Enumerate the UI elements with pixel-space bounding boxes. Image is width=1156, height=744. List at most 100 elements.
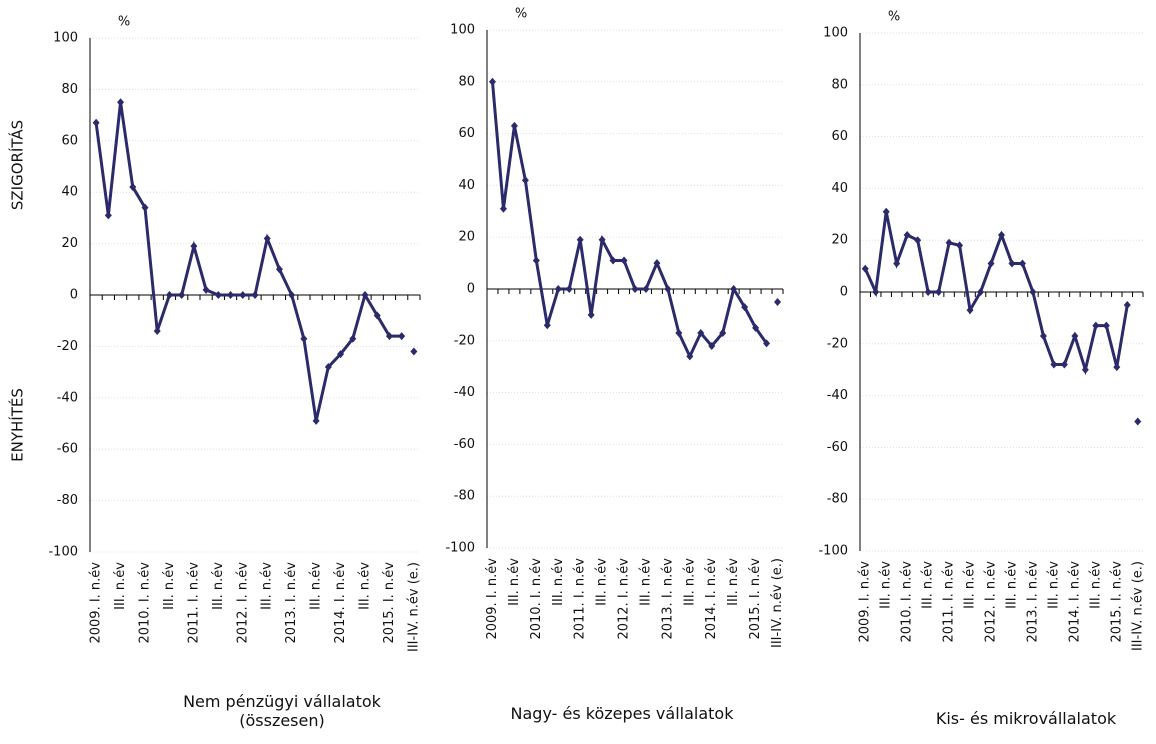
y-tick-label: -20 [57,339,78,354]
point [861,264,869,273]
x-tick-label: III. n.év [726,558,741,606]
y-tick-label: -100 [818,544,848,559]
x-tick-label: III. n.év [1004,561,1019,609]
point [956,241,964,250]
point [1039,332,1047,341]
x-tick-label: III. n.év [1088,561,1103,609]
point [872,288,880,296]
x-tick-label: III. n.év [551,558,566,606]
x-tick-label: 2009. I. n.év [858,561,873,643]
point [924,288,932,296]
point [141,203,149,212]
point [576,235,584,244]
point [324,362,332,371]
point [664,285,672,293]
x-tick-label: 2014. I. n.év [333,562,348,644]
point [587,310,595,319]
axis-annotation: SZIGORÍTÁS [8,120,27,210]
point [288,291,296,299]
point [697,329,705,338]
y-tick-label: 0 [840,285,848,300]
x-tick-label: 2010. I. n.év [900,561,915,643]
y-tick-label: -60 [827,440,848,455]
point [239,291,247,299]
point [543,321,551,330]
point [488,77,496,86]
x-tick-label: III. n.év [1046,561,1061,609]
point [1123,300,1131,309]
x-tick-label: III. n.év [309,562,324,610]
y-tick-label: 0 [70,288,78,303]
point [117,98,125,107]
x-tick-label: III. n.év [260,562,275,610]
x-tick-label: III-IV. n.év (e.) [406,562,421,652]
y-tick-label: 100 [823,26,848,41]
y-tick-label: 80 [831,77,848,92]
y-tick-label: -60 [454,437,475,452]
point [532,256,540,265]
point [1113,363,1121,372]
point [631,285,639,293]
x-tick-label: 2015. I. n.év [1109,561,1124,643]
point [966,306,974,315]
y-tick-label: 80 [458,74,475,89]
x-tick-label: 2010. I. n.év [138,562,153,644]
point [945,238,953,247]
axis-annotation: ENYHÍTÉS [8,388,27,462]
y-tick-label: -40 [827,388,848,403]
series-line [94,102,402,422]
point [202,285,210,294]
point [410,347,418,356]
y-tick-label: -20 [827,336,848,351]
x-tick-label: 2009. I. n.év [485,558,500,640]
point [752,323,760,332]
x-tick-label: III. n.év [879,561,894,609]
y-tick-label: 80 [61,82,78,97]
point [190,242,198,251]
point [882,207,890,216]
point [1071,332,1079,341]
point [349,334,357,343]
x-tick-label: III. n.év [507,558,522,606]
point [251,291,259,299]
point [275,265,283,274]
y-tick-label: -80 [57,493,78,508]
x-tick-label: 2013. I. n.év [284,562,299,644]
x-tick-label: III. n.év [358,562,373,610]
y-tick-label: 20 [458,230,475,245]
y-tick-label: 40 [831,181,848,196]
x-tick-label: III. n.év [638,558,653,606]
point [499,204,507,213]
y-tick-label: -40 [454,385,475,400]
x-tick-label: III. n.év [921,561,936,609]
point [935,288,943,296]
x-tick-label: 2011. I. n.év [186,562,201,644]
point [598,235,606,244]
point [521,176,529,185]
point [987,259,995,268]
x-tick-label: III. n.év [595,558,610,606]
x-tick-label: III. n.év [211,562,226,610]
point [675,329,683,338]
x-tick-label: 2011. I. n.év [942,561,957,643]
y-tick-label: 40 [458,178,475,193]
point [741,303,749,312]
y-tick-label: 20 [61,236,78,251]
point [763,339,771,348]
point [893,259,901,268]
point [1018,259,1026,268]
x-tick-label: III. n.év [113,562,128,610]
point [620,256,628,265]
y-tick-label: -80 [454,489,475,504]
point [129,183,137,192]
point [1008,259,1016,268]
point [565,285,573,293]
chart-title: Nagy- és közepes vállalatok [510,704,734,723]
point [165,291,173,299]
point [361,291,369,299]
x-tick-label: 2015. I. n.év [382,562,397,644]
y-tick-label: 40 [61,185,78,200]
y-tick-label: -100 [48,545,78,560]
